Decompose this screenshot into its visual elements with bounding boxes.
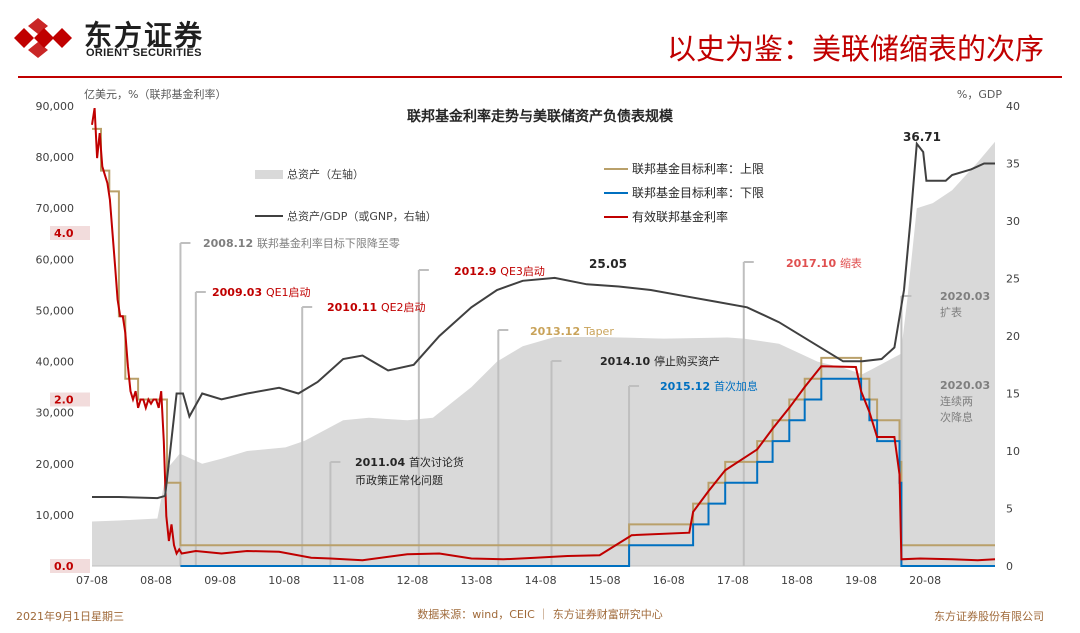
- annotation-label: 2013.12 Taper: [530, 325, 614, 338]
- annotation-date: 2010.11: [327, 301, 381, 314]
- annotation-text: 连续两: [940, 394, 973, 408]
- chart-title: 联邦基金利率走势与美联储资产负债表规模: [407, 108, 674, 125]
- annotation-date: 2012.9: [454, 265, 500, 278]
- annotation-date: 2020.03: [940, 290, 990, 303]
- brand-name-cn: 东方证券: [84, 19, 205, 52]
- right-tick-label: 40: [1006, 100, 1020, 113]
- annotation-text: 扩表: [940, 305, 962, 319]
- lower-rate-line: [180, 377, 995, 567]
- annotation-label: 2009.03 QE1启动: [212, 286, 311, 299]
- annotation-label: 2010.11 QE2启动: [327, 301, 426, 314]
- rate-axis-label: 2.0: [54, 394, 74, 407]
- annotation-text: 缩表: [840, 256, 862, 270]
- annotation-text: 次降息: [940, 410, 973, 424]
- annotation-date: 2020.03: [940, 379, 990, 392]
- rate-axis-box: [50, 226, 90, 240]
- x-tick-label: 12-08: [396, 574, 428, 587]
- annotation-label: 2008.12 联邦基金利率目标下限降至零: [203, 236, 400, 250]
- slide-title: 以史为鉴：美联储缩表的次序: [666, 32, 1044, 66]
- annotation-date: 2013.12: [530, 325, 584, 338]
- left-tick-label: 70,000: [36, 202, 75, 215]
- annotation-text: 首次讨论货: [409, 455, 464, 469]
- legend-label-lower: 联邦基金目标利率：下限: [632, 185, 764, 200]
- annotation-date: 2015.12: [660, 380, 714, 393]
- left-tick-label: 90,000: [36, 100, 75, 113]
- x-tick-label: 10-08: [268, 574, 300, 587]
- rate-axis-label: 4.0: [54, 227, 74, 240]
- right-tick-label: 15: [1006, 388, 1020, 401]
- company-logo-icon: [14, 18, 72, 58]
- left-tick-label: 30,000: [36, 407, 75, 420]
- annotation-date: 2008.12: [203, 237, 257, 250]
- legend-label-assets-gdp: 总资产/GDP（或GNP，右轴）: [287, 209, 437, 223]
- footer-date: 2021年9月1日星期三: [16, 610, 124, 623]
- brand-name-en: ORIENT SECURITIES: [86, 47, 202, 59]
- x-tick-label: 20-08: [909, 574, 941, 587]
- right-tick-label: 30: [1006, 215, 1020, 228]
- annotation-text: 停止购买资产: [654, 354, 720, 368]
- right-tick-label: 10: [1006, 445, 1020, 458]
- x-tick-label: 18-08: [781, 574, 813, 587]
- x-tick-label: 11-08: [332, 574, 364, 587]
- footer-company: 东方证券股份有限公司: [934, 610, 1044, 623]
- annotation-date: 2011.04: [355, 456, 409, 469]
- left-tick-label: 60,000: [36, 253, 75, 266]
- peak-label-2014: 25.05: [589, 257, 627, 271]
- x-tick-label: 19-08: [845, 574, 877, 587]
- annotation-date: 2009.03: [212, 286, 266, 299]
- footer-source: 数据来源：wind，CEIC ｜ 东方证券财富研究中心: [417, 608, 663, 621]
- left-tick-label: 20,000: [36, 458, 75, 471]
- annotation-date: 2017.10: [786, 257, 840, 270]
- legend-label-effective: 有效联邦基金利率: [632, 209, 728, 224]
- x-tick-label: 09-08: [204, 574, 236, 587]
- annotation-text: Taper: [583, 325, 614, 338]
- annotation-text: 币政策正常化问题: [355, 473, 443, 487]
- assets-gdp-line: [92, 141, 995, 500]
- legend-swatch-total-assets: [255, 170, 283, 179]
- left-axis-title: 亿美元，%（联邦基金利率）: [84, 87, 226, 101]
- left-tick-label: 40,000: [36, 356, 75, 369]
- right-axis-title: %，GDP: [957, 88, 1002, 101]
- legend-label-total-assets: 总资产（左轴）: [287, 167, 364, 181]
- left-tick-label: 80,000: [36, 151, 75, 164]
- annotation-text: 首次加息: [714, 379, 758, 393]
- rate-axis-label: 0.0: [54, 560, 74, 573]
- annotation-date: 2014.10: [600, 355, 654, 368]
- x-tick-label: 15-08: [589, 574, 621, 587]
- left-tick-label: 10,000: [36, 509, 75, 522]
- right-tick-label: 25: [1006, 273, 1020, 286]
- annotation-label: 2015.12 首次加息: [660, 379, 758, 393]
- rate-axis-box: [50, 559, 90, 573]
- annotation-text: QE1启动: [266, 286, 311, 299]
- left-tick-label: 50,000: [36, 304, 75, 317]
- annotation-label: 2011.04 首次讨论货: [355, 455, 464, 469]
- x-tick-label: 08-08: [140, 574, 172, 587]
- right-tick-label: 5: [1006, 503, 1013, 516]
- annotation-text: QE3启动: [500, 265, 545, 278]
- right-tick-label: 35: [1006, 158, 1020, 171]
- effective-rate-line: [91, 107, 996, 562]
- right-tick-label: 20: [1006, 330, 1020, 343]
- annotation-label: 2017.10 缩表: [786, 256, 862, 270]
- right-tick-label: 0: [1006, 560, 1013, 573]
- rate-axis-box: [50, 392, 90, 407]
- total-assets-area: [92, 141, 995, 567]
- x-tick-label: 14-08: [525, 574, 557, 587]
- annotation-label: 2014.10 停止购买资产: [600, 354, 720, 368]
- x-tick-label: 17-08: [717, 574, 749, 587]
- title-divider: [18, 76, 1062, 78]
- x-tick-label: 16-08: [653, 574, 685, 587]
- annotation-label: 2012.9 QE3启动: [454, 265, 545, 278]
- annotation-text: QE2启动: [381, 301, 426, 314]
- x-tick-label: 13-08: [461, 574, 493, 587]
- legend-label-upper: 联邦基金目标利率：上限: [632, 161, 764, 176]
- x-tick-label: 07-08: [76, 574, 108, 587]
- peak-label-2020: 36.71: [903, 130, 941, 144]
- annotation-text: 联邦基金利率目标下限降至零: [257, 236, 400, 250]
